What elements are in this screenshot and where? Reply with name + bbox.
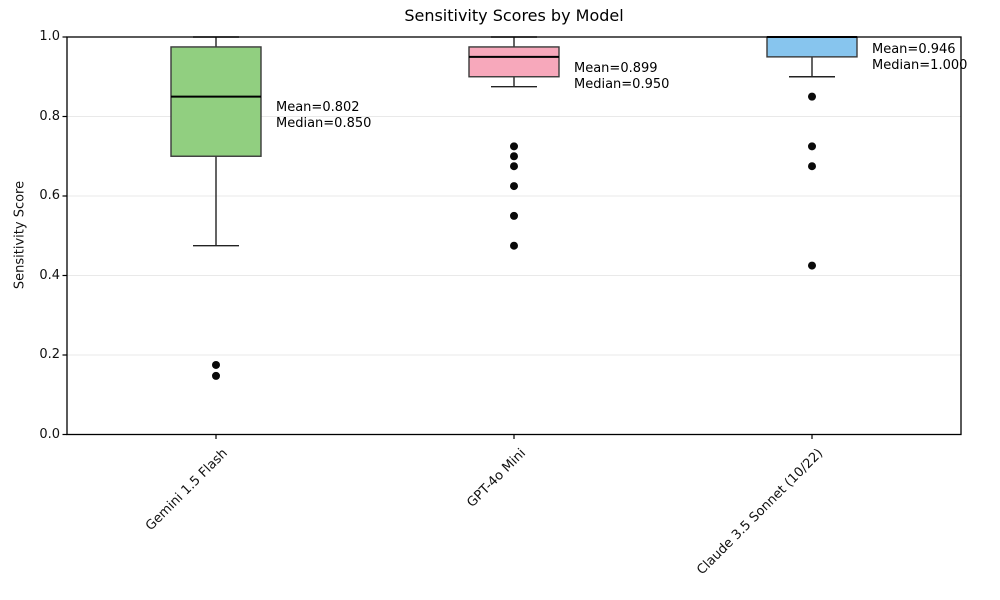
- outlier-point: [808, 92, 816, 101]
- outlier-point: [212, 360, 220, 369]
- outlier-point: [510, 152, 518, 161]
- x-tick-label: Gemini 1.5 Flash: [142, 446, 231, 534]
- y-tick-label: 1.0: [39, 29, 60, 44]
- stats-annotation: Mean=0.899 Median=0.950: [574, 61, 669, 93]
- y-tick-label: 0.8: [39, 108, 60, 124]
- x-tick-label: Claude 3.5 Sonnet (10/22): [694, 446, 827, 578]
- annotation-line: Mean=0.802: [276, 99, 360, 115]
- outlier-point: [808, 162, 816, 171]
- stats-annotation: Mean=0.946 Median=1.000: [872, 42, 967, 74]
- box: [468, 46, 560, 78]
- outlier-point: [808, 261, 816, 270]
- x-tick-label: GPT-4o Mini: [463, 446, 529, 511]
- annotation-line: Mean=0.899: [574, 61, 658, 77]
- annotation-line: Median=1.000: [872, 58, 968, 74]
- chart-title: Sensitivity Scores by Model: [404, 6, 624, 25]
- annotation-line: Median=0.950: [574, 77, 670, 93]
- annotation-line: Median=0.850: [276, 115, 372, 131]
- outlier-point: [510, 211, 518, 220]
- y-tick-label: 0.6: [39, 188, 60, 203]
- stats-annotation: Mean=0.802 Median=0.850: [276, 100, 371, 132]
- outlier-point: [510, 162, 518, 171]
- outlier-point: [808, 142, 816, 151]
- y-tick-label: 0.2: [39, 347, 60, 362]
- outlier-point: [510, 182, 518, 191]
- outlier-point: [212, 371, 220, 380]
- y-tick-label: 0.0: [39, 426, 60, 442]
- outlier-point: [510, 241, 518, 250]
- box: [170, 46, 262, 157]
- annotation-line: Mean=0.946: [872, 42, 956, 58]
- outlier-point: [510, 142, 518, 151]
- y-tick-label: 0.4: [39, 267, 60, 283]
